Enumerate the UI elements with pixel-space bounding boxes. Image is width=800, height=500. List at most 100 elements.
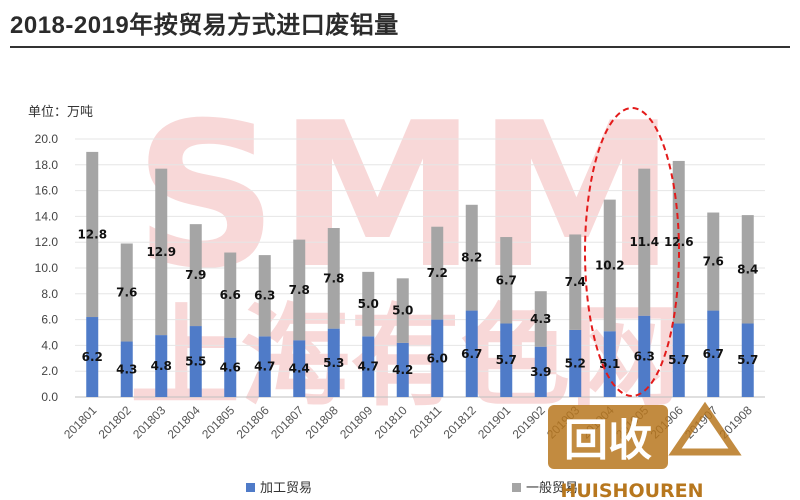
bar-general [741, 215, 754, 324]
data-label-processing: 5.7 [737, 353, 758, 367]
data-label-general: 8.2 [461, 251, 482, 265]
data-label-general: 7.9 [185, 268, 206, 282]
bar-general [500, 237, 513, 324]
highlight-ellipse [584, 107, 680, 397]
bar-processing [638, 315, 651, 397]
data-label-processing: 4.7 [358, 360, 379, 374]
bar-general [396, 278, 409, 343]
bar-general [465, 204, 478, 311]
logo-box [548, 405, 668, 469]
bar-processing [534, 346, 547, 397]
bar-general [707, 212, 720, 311]
x-tick-label: 201801 [61, 403, 99, 441]
data-label-general: 7.6 [116, 286, 137, 300]
bar-processing [741, 323, 754, 397]
logo-text: 回收 [564, 415, 652, 466]
data-label-general: 4.3 [530, 312, 551, 326]
legend-label-general: 一般贸易 [526, 480, 578, 495]
data-label-processing: 4.8 [151, 359, 172, 373]
y-tick-label: 14.0 [35, 209, 59, 223]
bar-general [258, 255, 271, 337]
huishouren-logo: 回收 HUISHOUREN [548, 401, 742, 500]
x-tick-label: 201802 [96, 403, 134, 441]
data-label-general: 6.6 [220, 288, 241, 302]
bar-processing [431, 319, 444, 397]
data-label-general: 7.8 [323, 271, 344, 285]
bar-processing [258, 336, 271, 397]
bar-processing [86, 317, 99, 397]
data-label-processing: 5.7 [496, 353, 517, 367]
bar-general [189, 224, 202, 327]
y-tick-label: 6.0 [41, 313, 58, 327]
bar-processing [362, 336, 375, 397]
watermark-brand: SMM [134, 80, 676, 313]
legend-label-processing: 加工贸易 [260, 480, 312, 495]
data-label-processing: 6.3 [634, 349, 655, 363]
data-label-processing: 3.9 [530, 365, 551, 379]
bar-processing [327, 328, 340, 397]
data-label-processing: 6.0 [427, 351, 448, 365]
data-label-processing: 6.7 [703, 347, 724, 361]
y-tick-label: 10.0 [35, 261, 59, 275]
bar-general [86, 151, 99, 318]
y-tick-label: 0.0 [41, 390, 58, 404]
bar-processing [707, 310, 720, 397]
data-label-general: 11.4 [629, 235, 659, 249]
bar-general [534, 291, 547, 347]
bar-processing [672, 323, 685, 397]
bar-general [638, 168, 651, 316]
bar-general [224, 252, 237, 338]
data-label-processing: 6.7 [461, 347, 482, 361]
bar-processing [569, 329, 582, 397]
bar-general [431, 226, 444, 320]
y-axis: 0.0 2.0 4.0 6.0 8.0 10.0 12.0 14.0 16.0 18.0 20.0 [35, 132, 59, 404]
y-tick-label: 2.0 [41, 364, 58, 378]
data-label-processing: 5.3 [323, 356, 344, 370]
data-label-processing: 4.6 [220, 360, 241, 374]
data-label-processing: 4.2 [392, 363, 413, 377]
bar-processing [500, 323, 513, 397]
bar-processing [293, 340, 306, 397]
bar-processing [224, 337, 237, 397]
data-label-general: 7.4 [565, 275, 586, 289]
bar-general [327, 228, 340, 329]
chart-title-bar: 2018-2019年按贸易方式进口废铝量 [10, 6, 790, 48]
bar-processing [396, 342, 409, 397]
data-label-processing: 5.5 [185, 355, 206, 369]
data-label-general: 6.3 [254, 289, 275, 303]
data-label-processing: 6.2 [82, 350, 103, 364]
bar-general [293, 239, 306, 341]
logo-triangle [668, 401, 742, 456]
bar-general [569, 234, 582, 330]
legend-swatch-general [512, 483, 521, 492]
legend: 加工贸易 一般贸易 [246, 480, 578, 495]
data-label-general: 5.0 [358, 297, 379, 311]
bars-layer: 6.2 12.8 4.3 7.6 4.8 12.9 5.5 7.9 4.6 6.6 4.7 6.3 4.… [77, 151, 758, 397]
data-label-processing: 5.2 [565, 356, 586, 370]
chart-title: 2018-2019年按贸易方式进口废铝量 [10, 12, 399, 39]
y-tick-label: 4.0 [41, 338, 58, 352]
data-label-general: 7.6 [703, 255, 724, 269]
bar-general [672, 160, 685, 324]
bar-processing [189, 326, 202, 397]
data-label-general: 10.2 [595, 258, 625, 272]
data-label-general: 12.6 [664, 235, 694, 249]
bar-processing [603, 331, 616, 397]
legend-swatch-processing [246, 483, 255, 492]
data-label-general: 7.2 [427, 266, 448, 280]
bar-processing [155, 335, 168, 397]
bar-processing [465, 310, 478, 397]
y-tick-label: 20.0 [35, 132, 59, 146]
logo-latin: HUISHOUREN [560, 480, 703, 500]
bar-general [120, 243, 133, 342]
data-label-general: 12.9 [146, 245, 176, 259]
data-label-general: 6.7 [496, 273, 517, 287]
y-tick-label: 8.0 [41, 287, 58, 301]
bar-processing [120, 341, 133, 397]
data-label-processing: 4.4 [289, 362, 310, 376]
y-tick-label: 18.0 [35, 158, 59, 172]
data-label-general: 5.0 [392, 304, 413, 318]
data-label-processing: 4.7 [254, 360, 275, 374]
data-label-general: 7.8 [289, 283, 310, 297]
